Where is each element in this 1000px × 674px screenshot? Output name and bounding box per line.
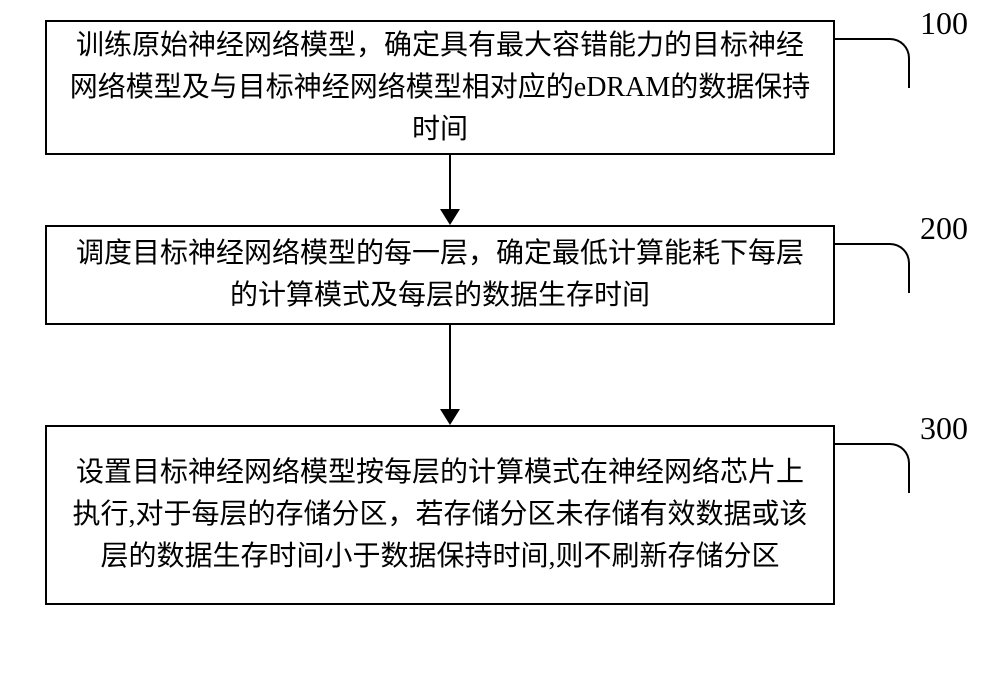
step-box-1: 训练原始神经网络模型，确定具有最大容错能力的目标神经网络模型及与目标神经网络模型… [45, 20, 835, 155]
arrow-2 [440, 325, 460, 425]
step-text-3: 设置目标神经网络模型按每层的计算模式在神经网络芯片上执行,对于每层的存储分区，若… [67, 452, 813, 578]
connector-3 [835, 443, 910, 493]
step-label-2: 200 [920, 210, 968, 247]
arrow-head-icon [440, 209, 460, 225]
step-box-2: 调度目标神经网络模型的每一层，确定最低计算能耗下每层的计算模式及每层的数据生存时… [45, 225, 835, 325]
step-text-1: 训练原始神经网络模型，确定具有最大容错能力的目标神经网络模型及与目标神经网络模型… [67, 25, 813, 151]
step-box-3: 设置目标神经网络模型按每层的计算模式在神经网络芯片上执行,对于每层的存储分区，若… [45, 425, 835, 605]
connector-2 [835, 243, 910, 293]
arrow-head-icon [440, 409, 460, 425]
connector-1 [835, 38, 910, 88]
step-label-1: 100 [920, 5, 968, 42]
flowchart-container: 训练原始神经网络模型，确定具有最大容错能力的目标神经网络模型及与目标神经网络模型… [0, 0, 1000, 674]
arrow-line [449, 155, 451, 210]
step-text-2: 调度目标神经网络模型的每一层，确定最低计算能耗下每层的计算模式及每层的数据生存时… [67, 233, 813, 317]
arrow-line [449, 325, 451, 410]
arrow-1 [440, 155, 460, 225]
step-label-3: 300 [920, 410, 968, 447]
